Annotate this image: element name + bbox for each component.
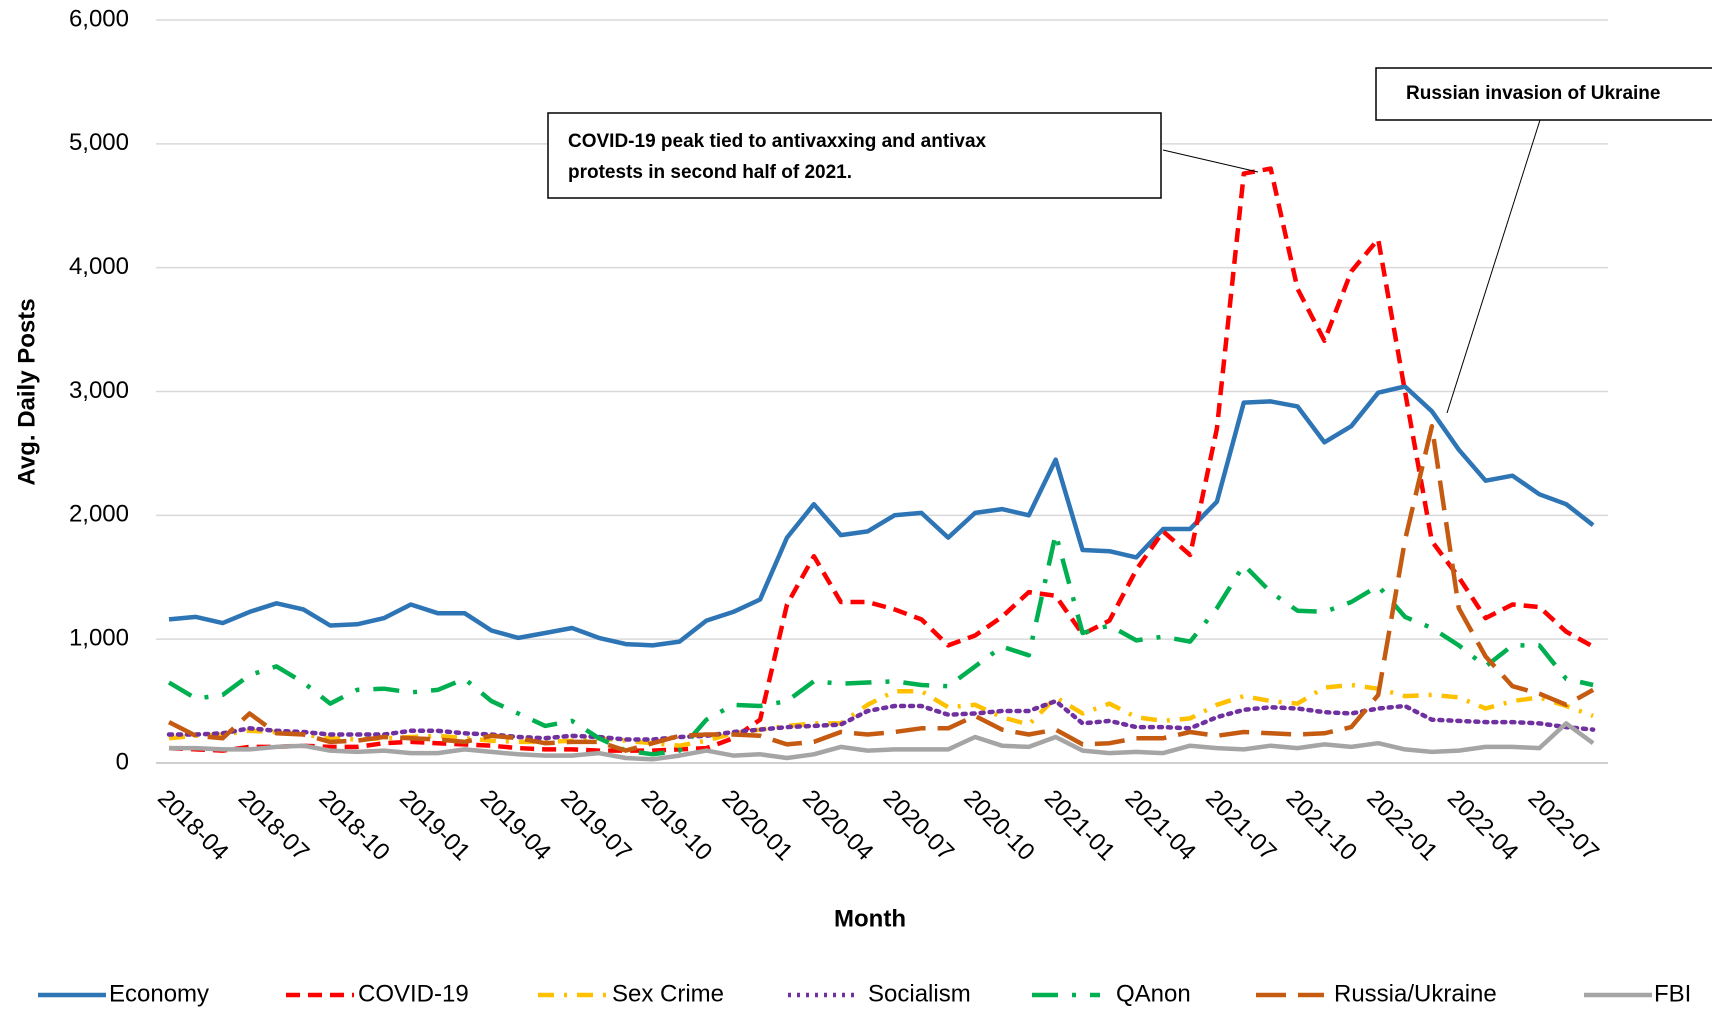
series-line xyxy=(169,721,1595,762)
y-tick-label: 1,000 xyxy=(69,625,129,652)
annotation-box xyxy=(547,112,1162,199)
x-tick-label: 2021-04 xyxy=(1120,785,1201,866)
legend: Economy COVID-19 Sex Crime Socialism QAnon Ru… xyxy=(38,980,1691,1007)
x-tick-label: 2019-04 xyxy=(475,785,556,866)
x-tick-label: 2018-10 xyxy=(313,785,394,866)
legend-label: COVID-19 xyxy=(358,980,469,1007)
x-tick-label: 2021-10 xyxy=(1281,785,1362,866)
annotation-text: protests in second half of 2021. xyxy=(568,162,852,183)
series-line xyxy=(168,384,1595,648)
legend-label: Economy xyxy=(109,980,209,1007)
y-tick-label: 2,000 xyxy=(69,501,129,528)
x-tick-label: 2021-07 xyxy=(1200,785,1281,866)
x-tick-label: 2018-04 xyxy=(152,785,233,866)
x-tick-label: 2019-07 xyxy=(555,785,636,866)
x-tick-label: 2020-07 xyxy=(878,785,959,866)
legend-label: FBI xyxy=(1654,980,1691,1007)
x-tick-label: 2019-10 xyxy=(636,785,717,866)
annotation-text: Russian invasion of Ukraine xyxy=(1406,83,1660,104)
x-tick-label: 2020-01 xyxy=(717,785,798,866)
y-tick-label: 3,000 xyxy=(69,377,129,404)
series-line xyxy=(167,531,1594,757)
x-tick-label: 2021-01 xyxy=(1039,785,1120,866)
annotation-pointer xyxy=(1162,149,1259,173)
series-line xyxy=(167,423,1595,753)
x-axis-title: Month xyxy=(834,905,906,932)
y-tick-label: 5,000 xyxy=(69,129,129,156)
x-tick-label: 2020-04 xyxy=(797,785,878,866)
x-tick-label: 2020-10 xyxy=(958,785,1039,866)
plot-lines xyxy=(166,166,1596,762)
annotation-box xyxy=(1375,67,1712,121)
y-tick-label: 6,000 xyxy=(69,5,129,32)
series-line xyxy=(168,166,1595,753)
annotation-text: COVID-19 peak tied to antivaxxing and an… xyxy=(568,131,987,152)
y-tick-label: 4,000 xyxy=(69,253,129,280)
x-tick-label: 2022-07 xyxy=(1523,785,1604,866)
y-tick-label: 0 xyxy=(116,748,129,775)
x-tick-label: 2019-01 xyxy=(394,785,475,866)
legend-label: QAnon xyxy=(1116,980,1191,1007)
x-tick-label: 2018-07 xyxy=(233,785,314,866)
legend-label: Russia/Ukraine xyxy=(1334,980,1497,1007)
y-axis-title: Avg. Daily Posts xyxy=(13,298,40,485)
legend-label: Sex Crime xyxy=(612,980,724,1007)
x-tick-label: 2022-04 xyxy=(1442,785,1523,866)
x-tick-label: 2022-01 xyxy=(1361,785,1442,866)
series-line xyxy=(166,698,1596,742)
legend-label: Socialism xyxy=(868,980,971,1007)
annotation-pointer xyxy=(1446,119,1541,414)
